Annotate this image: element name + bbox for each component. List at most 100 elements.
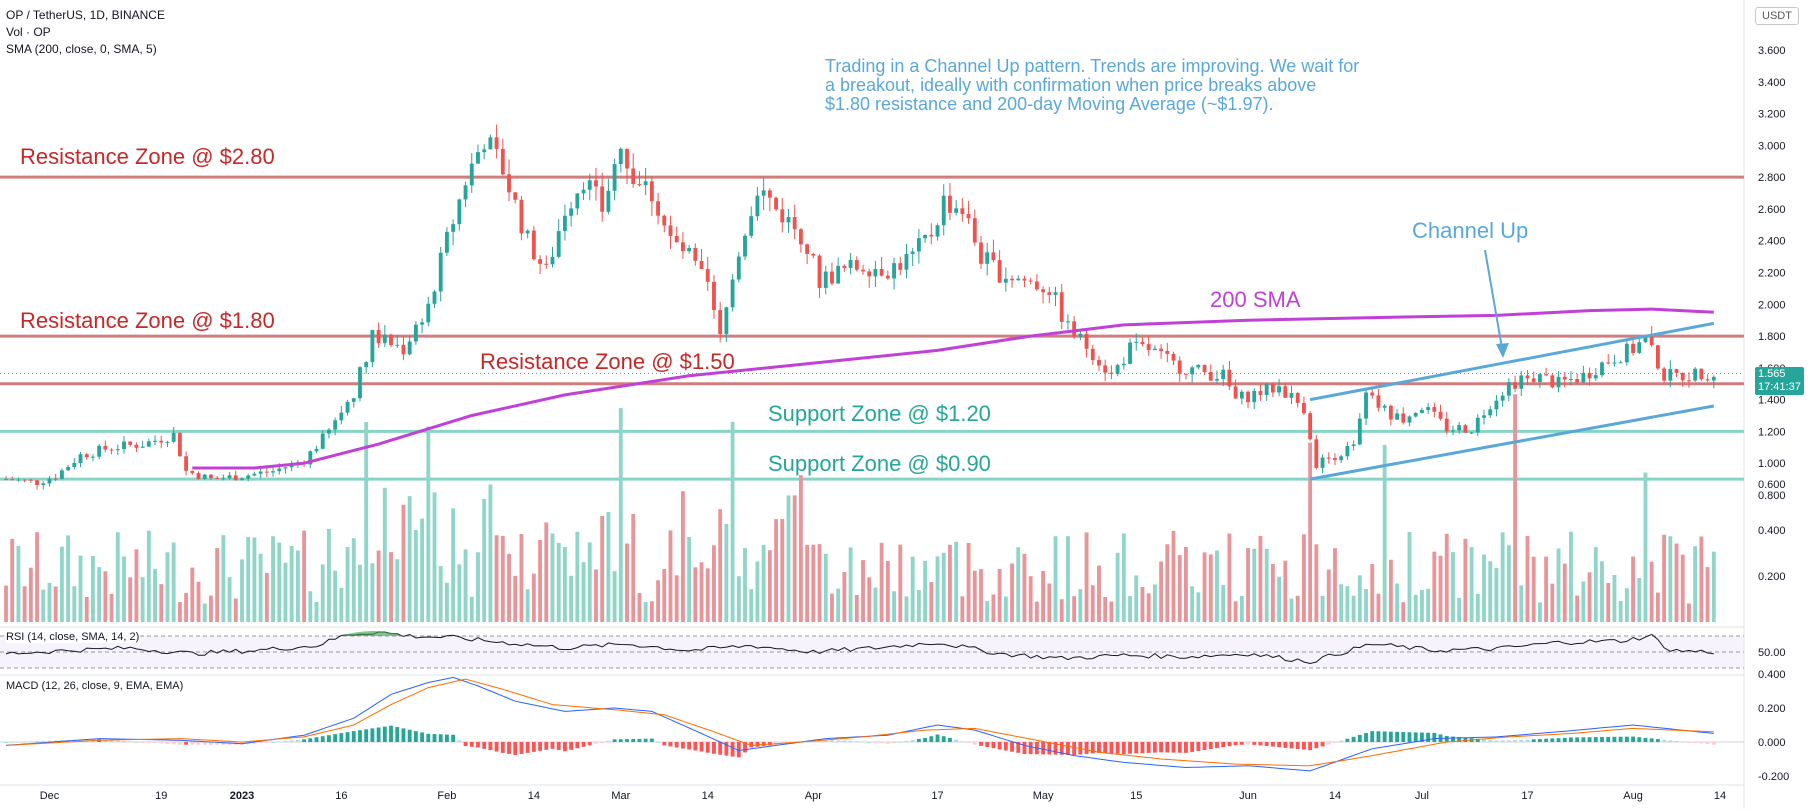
candle-body[interactable] (1221, 369, 1226, 379)
candle-body[interactable] (177, 432, 182, 457)
candle-body[interactable] (53, 478, 58, 480)
candle-body[interactable] (1227, 369, 1232, 387)
candle-body[interactable] (59, 470, 64, 479)
candle-body[interactable] (1078, 333, 1083, 337)
candle-body[interactable] (538, 259, 542, 264)
candle-body[interactable] (271, 471, 275, 473)
candle-body[interactable] (774, 197, 778, 210)
candle-body[interactable] (1270, 383, 1275, 393)
candle-body[interactable] (209, 474, 213, 479)
candle-body[interactable] (916, 238, 921, 252)
candle-body[interactable] (407, 341, 412, 355)
candle-body[interactable] (1370, 392, 1375, 396)
candle-body[interactable] (1419, 410, 1424, 413)
candle-body[interactable] (1264, 383, 1269, 396)
annotation-note-line[interactable]: a breakout, ideally with confirmation wh… (825, 75, 1316, 95)
candle-body[interactable] (1233, 386, 1238, 399)
candle-body[interactable] (910, 251, 915, 255)
candle-body[interactable] (842, 265, 847, 268)
candle-body[interactable] (1016, 278, 1021, 281)
candle-body[interactable] (693, 247, 698, 261)
candle-body[interactable] (283, 467, 288, 469)
candle-body[interactable] (687, 247, 692, 252)
candle-body[interactable] (1705, 379, 1710, 381)
candle-body[interactable] (1693, 368, 1698, 381)
candle-body[interactable] (873, 268, 878, 277)
candle-body[interactable] (1438, 411, 1443, 419)
candle-body[interactable] (457, 199, 462, 225)
candle-body[interactable] (730, 279, 735, 308)
candle-body[interactable] (1513, 382, 1517, 389)
candle-body[interactable] (258, 471, 263, 474)
candle-body[interactable] (1165, 350, 1170, 354)
candle-body[interactable] (308, 451, 313, 465)
candle-body[interactable] (798, 229, 803, 245)
candle-body[interactable] (562, 215, 567, 232)
candle-body[interactable] (836, 265, 841, 284)
candle-body[interactable] (1066, 321, 1070, 323)
candle-body[interactable] (699, 260, 704, 270)
candle-body[interactable] (786, 217, 791, 223)
candle-body[interactable] (333, 420, 338, 430)
candle-body[interactable] (122, 441, 126, 450)
candle-body[interactable] (935, 225, 940, 237)
candle-body[interactable] (1444, 418, 1449, 432)
candle-body[interactable] (761, 190, 766, 196)
candle-body[interactable] (525, 230, 530, 234)
candle-body[interactable] (1239, 391, 1244, 399)
candle-body[interactable] (41, 483, 46, 486)
candle-body[interactable] (476, 152, 480, 164)
candle-body[interactable] (513, 192, 518, 200)
candle-body[interactable] (140, 446, 145, 448)
candle-body[interactable] (1295, 393, 1300, 403)
candle-body[interactable] (587, 180, 592, 190)
candle-body[interactable] (550, 256, 555, 265)
candle-body[interactable] (972, 218, 977, 243)
candle-body[interactable] (1109, 372, 1114, 374)
candle-body[interactable] (1482, 415, 1486, 418)
candle-body[interactable] (1506, 382, 1511, 396)
candle-body[interactable] (792, 217, 797, 230)
candle-body[interactable] (1184, 373, 1188, 375)
sma-200-line[interactable] (192, 307, 1714, 470)
candle-body[interactable] (1357, 418, 1362, 445)
candle-body[interactable] (898, 263, 903, 270)
candle-body[interactable] (1550, 375, 1555, 388)
candle-body[interactable] (227, 475, 232, 479)
candle-body[interactable] (1463, 425, 1468, 433)
candle-body[interactable] (1687, 380, 1691, 382)
candle-body[interactable] (1140, 341, 1145, 345)
candle-body[interactable] (1159, 348, 1164, 351)
candle-body[interactable] (569, 208, 574, 216)
candle-body[interactable] (438, 252, 443, 292)
candle-body[interactable] (780, 209, 785, 223)
candle-body[interactable] (618, 148, 623, 165)
candle-body[interactable] (1562, 376, 1567, 380)
candle-body[interactable] (4, 479, 8, 481)
candle-body[interactable] (469, 163, 474, 186)
candle-body[interactable] (1382, 405, 1387, 408)
candle-body[interactable] (47, 478, 52, 484)
candle-body[interactable] (1413, 412, 1418, 417)
annotation-sma-label[interactable]: 200 SMA (1210, 287, 1301, 312)
candle-body[interactable] (1680, 372, 1685, 381)
candle-body[interactable] (1258, 390, 1263, 396)
candle-body[interactable] (1326, 457, 1331, 459)
candle-body[interactable] (954, 208, 959, 213)
candle-body[interactable] (376, 330, 381, 344)
candle-body[interactable] (22, 479, 27, 481)
candle-body[interactable] (28, 479, 33, 481)
candle-body[interactable] (606, 190, 611, 212)
candle-body[interactable] (1289, 393, 1294, 398)
candle-body[interactable] (817, 255, 822, 288)
candle-body[interactable] (854, 260, 859, 270)
candle-body[interactable] (879, 268, 884, 276)
candle-body[interactable] (327, 429, 331, 434)
candle-body[interactable] (997, 260, 1002, 283)
candle-body[interactable] (531, 230, 536, 260)
candle-body[interactable] (823, 271, 828, 288)
candle-body[interactable] (811, 253, 816, 256)
candle-body[interactable] (215, 478, 220, 480)
candle-body[interactable] (1084, 333, 1089, 349)
